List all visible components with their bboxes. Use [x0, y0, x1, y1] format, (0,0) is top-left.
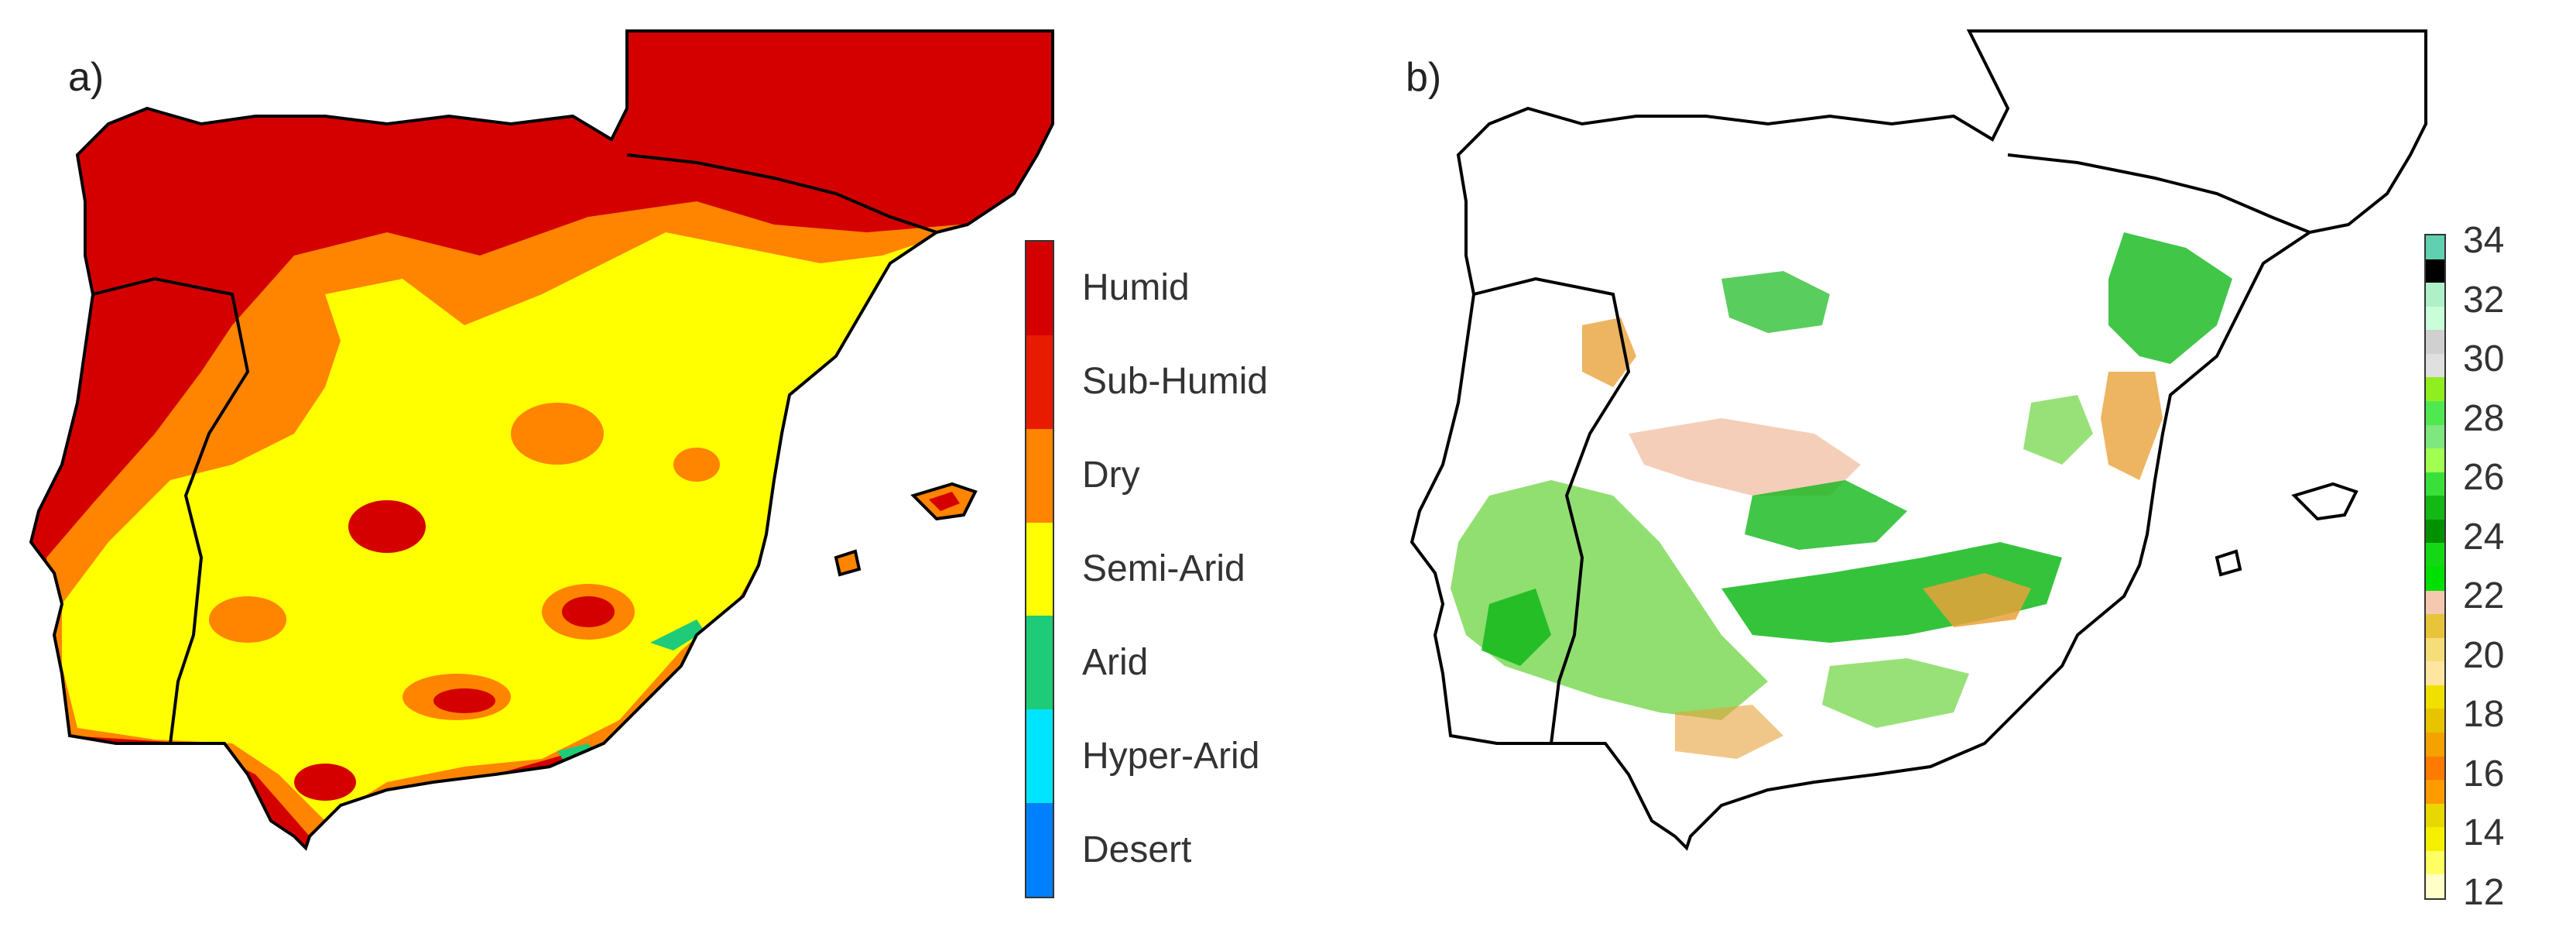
colorbar-b-swatch	[2426, 661, 2444, 686]
veg-orange	[1923, 573, 2031, 627]
colorbar-b: 34 32 30 28 26 24 22 20 18 16 14 12	[2424, 220, 2576, 922]
colorbar-b-tick-label: 32	[2463, 279, 2505, 321]
colorbar-b-swatch	[2426, 590, 2444, 615]
veg-green-light	[1451, 480, 1768, 720]
colorbar-b-tick-label: 16	[2463, 753, 2505, 795]
colorbar-b-swatch	[2426, 519, 2444, 544]
colorbar-b-swatch	[2426, 496, 2444, 520]
veg-green-dark	[1745, 480, 1907, 550]
colorbar-a-label: Dry	[1082, 455, 1140, 496]
colorbar-b-tick-label: 34	[2463, 220, 2505, 261]
colorbar-b-tick-label: 12	[2463, 872, 2505, 913]
colorbar-b-swatch	[2426, 780, 2444, 805]
humid-patch	[294, 764, 356, 801]
colorbar-b-swatch	[2426, 567, 2444, 592]
colorbar-b-tick-label: 24	[2463, 516, 2505, 558]
colorbar-b-swatch	[2426, 756, 2444, 781]
panel-a-label: a)	[68, 55, 104, 100]
dry-patch	[209, 596, 286, 643]
colorbar-b-swatch	[2426, 472, 2444, 496]
colorbar-b-tick-label: 14	[2463, 812, 2505, 854]
humid-patch	[562, 596, 615, 627]
colorbar-a-swatch	[1026, 428, 1053, 523]
colorbar-a: Humid Sub-Humid Dry Semi-Arid Arid Hyper-Arid…	[1025, 232, 1288, 914]
colorbar-a-swatch	[1026, 616, 1053, 710]
colorbar-b-swatch	[2426, 330, 2444, 355]
colorbar-b-tick-label: 30	[2463, 338, 2505, 380]
colorbar-b-swatch	[2426, 874, 2444, 899]
colorbar-a-swatch	[1026, 709, 1053, 804]
colorbar-b-swatch	[2426, 685, 2444, 709]
colorbar-b-swatch	[2426, 424, 2444, 449]
colorbar-a-swatches	[1025, 240, 1054, 898]
dry-patch	[673, 448, 720, 482]
colorbar-b-swatch	[2426, 377, 2444, 402]
zone-arid	[650, 620, 704, 650]
colorbar-b-swatch	[2426, 637, 2444, 662]
colorbar-a-label: Desert	[1082, 829, 1192, 870]
veg-green-light	[2023, 395, 2093, 465]
colorbar-b-swatch	[2426, 543, 2444, 568]
border-spain-portugal	[92, 276, 250, 744]
veg-orange	[2101, 372, 2163, 480]
colorbar-b-swatch	[2426, 448, 2444, 473]
coastline-b	[1410, 29, 2427, 849]
colorbar-b-swatch	[2426, 235, 2444, 260]
colorbar-b-swatch	[2426, 259, 2444, 283]
colorbar-b-swatch	[2426, 827, 2444, 852]
colorbar-b-tick-label: 18	[2463, 694, 2505, 736]
zone-semi-arid	[62, 232, 952, 821]
colorbar-b-swatch	[2426, 353, 2444, 378]
island-ibiza	[834, 549, 862, 577]
island-mallorca	[2291, 482, 2358, 521]
veg-orange	[1675, 705, 1783, 759]
panel-a-aridity-map: a)	[29, 29, 1288, 914]
colorbar-b-swatch	[2426, 283, 2444, 307]
border-spain-portugal	[1473, 276, 1631, 744]
border-france-spain	[626, 153, 937, 234]
veg-orange	[1582, 317, 1636, 387]
colorbar-a-label: Hyper-Arid	[1082, 735, 1260, 777]
island-mallorca-humid	[929, 492, 960, 511]
colorbar-b-swatch	[2426, 401, 2444, 426]
colorbar-b-swatch	[2426, 614, 2444, 639]
colorbar-a-swatch	[1026, 242, 1053, 336]
colorbar-b-tick-label: 22	[2463, 575, 2505, 617]
colorbar-a-label: Semi-Arid	[1082, 548, 1245, 589]
colorbar-a-swatch	[1026, 803, 1053, 898]
colorbar-b-swatch	[2426, 709, 2444, 733]
colorbar-a-label: Arid	[1082, 641, 1149, 683]
colorbar-b-swatch	[2426, 306, 2444, 331]
veg-green-dark	[1482, 589, 1551, 666]
humid-patch	[348, 500, 426, 553]
veg-pink	[1629, 418, 1861, 496]
veg-green-dark	[2108, 232, 2232, 364]
colorbar-a-swatch	[1026, 522, 1053, 616]
colorbar-b-tick-label: 20	[2463, 634, 2505, 676]
dry-patch	[511, 403, 604, 465]
colorbar-a-label: Sub-Humid	[1082, 361, 1269, 403]
veg-green-dark	[1721, 271, 1830, 333]
panel-b-label: b)	[1406, 55, 1442, 100]
map-a	[29, 29, 1054, 849]
island-ibiza	[2215, 549, 2242, 577]
colorbar-a-swatch	[1026, 335, 1053, 430]
border-france-spain	[2007, 153, 2311, 234]
panel-b-vegetation-map: b)	[1288, 0, 2576, 937]
colorbar-b-swatches	[2424, 234, 2446, 900]
veg-green-light	[1822, 658, 1969, 728]
colorbar-b-tick-label: 26	[2463, 457, 2505, 499]
colorbar-a-label: Humid	[1082, 267, 1190, 309]
colorbar-b-swatch	[2426, 803, 2444, 828]
map-b	[1410, 29, 2427, 849]
humid-patch	[433, 688, 495, 713]
colorbar-b-tick-label: 28	[2463, 397, 2505, 439]
colorbar-b-swatch	[2426, 850, 2444, 875]
colorbar-b-swatch	[2426, 733, 2444, 757]
